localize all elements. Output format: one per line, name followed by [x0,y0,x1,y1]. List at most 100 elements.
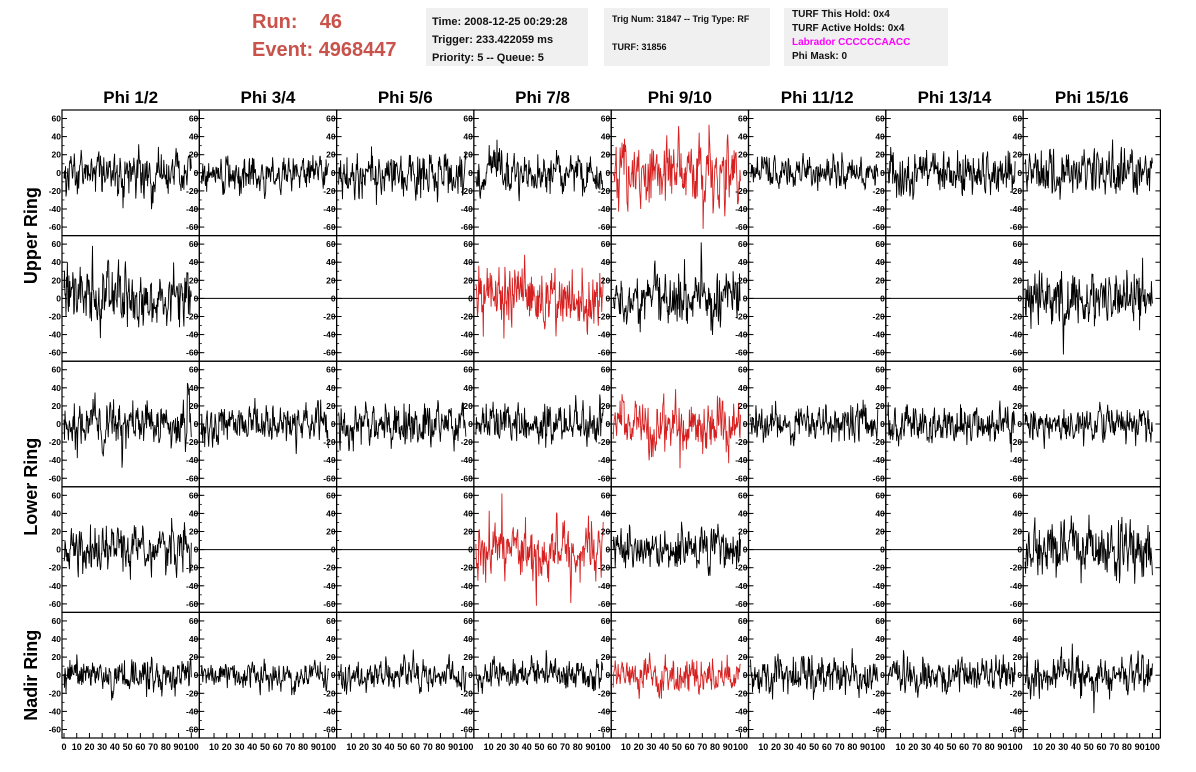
y-tick-label: -60 [1010,222,1023,232]
waveform-trace [750,399,879,447]
x-tick-label: 90 [174,742,184,752]
y-tick-label: -40 [323,706,336,716]
y-tick-label: 40 [601,132,611,142]
y-tick-label: -20 [461,311,474,321]
y-tick-label: 20 [463,275,473,285]
y-tick-label: 60 [601,239,611,249]
y-tick-label: 0 [468,419,473,429]
y-tick-label: -20 [49,688,62,698]
waveform-trace [887,400,1016,453]
y-tick-label: -40 [873,455,886,465]
y-tick-label: 60 [738,616,748,626]
y-tick-label: 40 [875,634,885,644]
x-tick-label: 30 [1058,742,1068,752]
y-tick-label: -60 [873,222,886,232]
y-tick-label: 20 [1013,150,1023,160]
waveform-trace [475,394,604,448]
x-tick-label: 80 [1122,742,1132,752]
turf-text: TURF: 31856 [612,42,667,52]
y-tick-label: 40 [875,257,885,267]
y-tick-label: -60 [49,599,62,609]
y-tick-label: -40 [1010,455,1023,465]
y-tick-label: -20 [49,186,62,196]
y-tick-label: 20 [738,527,748,537]
waveform-trace [338,400,467,452]
x-tick-label: 30 [784,742,794,752]
y-tick-label: -40 [323,581,336,591]
time-text: Time: 2008-12-25 00:29:28 [432,16,568,28]
y-tick-label: 60 [326,114,336,124]
y-tick-label: 20 [601,150,611,160]
y-tick-label: 0 [1017,293,1022,303]
x-tick-label: 80 [435,742,445,752]
y-tick-label: 40 [601,383,611,393]
y-tick-label: 20 [326,275,336,285]
y-tick-label: 40 [601,508,611,518]
y-tick-label: 40 [326,132,336,142]
y-tick-label: 0 [331,419,336,429]
y-tick-label: 0 [605,545,610,555]
y-tick-label: 20 [189,275,199,285]
y-tick-label: -60 [873,473,886,483]
y-tick-label: -60 [323,473,336,483]
y-tick-label: 40 [189,508,199,518]
trigger-info-box: Trig Num: 31847 -- Trig Type: RF TURF: 3… [604,8,770,66]
y-tick-label: 60 [463,239,473,249]
y-tick-label: 20 [738,652,748,662]
y-tick-label: -40 [873,204,886,214]
column-header: Phi 15/16 [1055,88,1129,107]
y-tick-label: -40 [186,455,199,465]
y-tick-label: -60 [1010,599,1023,609]
x-tick-label: 70 [285,742,295,752]
y-tick-label: 20 [1013,275,1023,285]
y-tick-label: -40 [1010,330,1023,340]
y-tick-label: 60 [189,114,199,124]
x-tick-label: 80 [985,742,995,752]
y-tick-label: -60 [461,724,474,734]
x-tick-label: 50 [397,742,407,752]
ring-label: Lower Ring [21,438,41,536]
y-tick-label: 20 [601,527,611,537]
labrador-text: Labrador CCCCCCAACC [792,37,911,48]
priority-text: Priority: 5 -- Queue: 5 [432,52,544,64]
waveform-trace [1024,257,1153,355]
y-tick-label: -60 [873,599,886,609]
y-tick-label: 0 [56,670,61,680]
x-tick-label: 60 [1096,742,1106,752]
column-header: Phi 1/2 [103,88,158,107]
waveform-trace [887,146,1016,200]
y-tick-label: 20 [875,150,885,160]
waveform-trace [750,152,879,192]
y-tick-label: -20 [598,688,611,698]
y-tick-label: -40 [1010,581,1023,591]
y-tick-label: -20 [186,688,199,698]
y-tick-label: -60 [873,724,886,734]
y-tick-label: 0 [880,293,885,303]
waveform-trace [338,649,467,695]
y-tick-label: 40 [463,508,473,518]
y-tick-label: 40 [463,257,473,267]
y-tick-label: -20 [461,186,474,196]
x-tick-label: 90 [585,742,595,752]
y-tick-label: 0 [743,545,748,555]
y-tick-label: -40 [49,455,62,465]
y-tick-label: 0 [56,419,61,429]
y-tick-label: 40 [52,508,62,518]
y-tick-label: -60 [323,724,336,734]
waveform-trace [200,397,330,455]
y-tick-label: -60 [49,348,62,358]
trig-num-text: Trig Num: 31847 -- Trig Type: RF [612,14,750,24]
phi-mask-text: Phi Mask: 0 [792,51,848,62]
x-tick-label: 20 [359,742,369,752]
y-tick-label: -20 [323,563,336,573]
y-tick-label: -40 [461,706,474,716]
time-info-box: Time: 2008-12-25 00:29:28 Trigger: 233.4… [426,8,588,66]
y-tick-label: -60 [598,599,611,609]
y-tick-label: -40 [186,581,199,591]
y-tick-label: 0 [194,419,199,429]
y-tick-label: 40 [189,383,199,393]
y-tick-label: -60 [461,599,474,609]
x-tick-label: 50 [809,742,819,752]
y-tick-label: 0 [880,545,885,555]
y-tick-label: 60 [875,365,885,375]
